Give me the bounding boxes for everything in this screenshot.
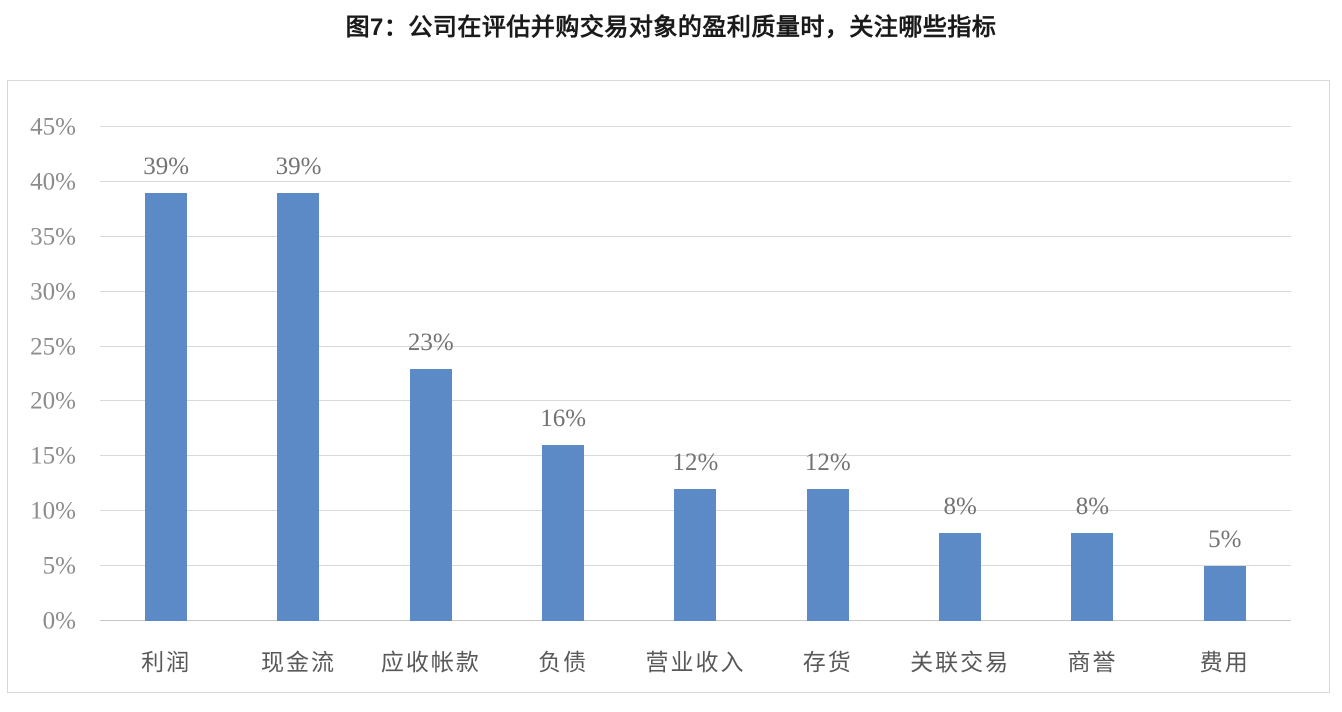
y-tick-label-40: 40%	[30, 168, 76, 196]
bar-value-label-8: 5%	[1208, 526, 1242, 554]
gridline-30	[100, 290, 1291, 292]
y-tick-label-35: 35%	[30, 223, 76, 251]
x-category-label-5: 存货	[802, 649, 853, 675]
gridline-25	[100, 345, 1291, 347]
y-tick-label-0: 0%	[42, 607, 76, 635]
bar-value-label-0: 39%	[143, 152, 190, 180]
bar-slot-5: 12%	[762, 127, 894, 621]
x-axis: 利润 现金流 应收帐款 负债 营业收入 存货 关联交易 商誉 费用	[100, 643, 1291, 677]
gridline-45	[100, 126, 1291, 127]
bar-value-label-2: 23%	[407, 328, 454, 356]
y-tick-label-10: 10%	[30, 497, 76, 525]
y-tick-label-25: 25%	[30, 333, 76, 361]
gridline-35	[100, 235, 1291, 237]
gridline-40	[100, 180, 1291, 182]
bar-2: 23%	[408, 330, 454, 621]
bar-slot-0: 39%	[100, 127, 232, 621]
bar-slot-2: 23%	[365, 127, 497, 621]
x-category-label-3: 负债	[538, 649, 589, 675]
bar-7: 8%	[1071, 494, 1114, 621]
x-category-label-1: 现金流	[260, 649, 336, 675]
chart-title: 图7：公司在评估并购交易对象的盈利质量时，关注哪些指标	[345, 14, 997, 41]
gridline-20	[100, 400, 1291, 402]
bar-value-label-5: 12%	[804, 449, 851, 477]
bar-6: 8%	[939, 494, 982, 621]
bar-slot-7: 8%	[1026, 127, 1158, 621]
chart-area: 0% 5% 10% 15% 20% 25% 30% 35% 40% 45% 39% 39% 23% 16…	[7, 80, 1330, 693]
y-tick-label-20: 20%	[30, 387, 76, 415]
x-category-label-7: 商誉	[1067, 649, 1118, 675]
bar-slot-3: 16%	[497, 127, 629, 621]
gridline-15	[100, 455, 1291, 457]
bar-slot-6: 8%	[894, 127, 1026, 621]
bars-row: 39% 39% 23% 16% 12% 12% 8% 8% 5%	[100, 127, 1291, 621]
bar-value-label-4: 12%	[672, 449, 719, 477]
bar-4: 12%	[673, 450, 718, 621]
y-tick-label-45: 45%	[30, 113, 76, 141]
bar-value-label-3: 16%	[540, 405, 587, 433]
bar-value-label-6: 8%	[943, 493, 977, 521]
y-tick-label-30: 30%	[30, 278, 76, 306]
bar-0: 39%	[143, 154, 189, 621]
x-category-label-2: 应收帐款	[380, 649, 481, 675]
x-category-label-4: 营业收入	[645, 649, 746, 675]
y-tick-label-15: 15%	[30, 442, 76, 470]
x-category-label-6: 关联交易	[910, 649, 1011, 675]
bar-1: 39%	[276, 154, 321, 621]
x-category-label-8: 费用	[1199, 649, 1250, 675]
bar-8: 5%	[1203, 527, 1246, 621]
bar-value-label-7: 8%	[1075, 493, 1110, 521]
plot-area: 0% 5% 10% 15% 20% 25% 30% 35% 40% 45% 39% 39% 23% 16…	[30, 115, 1291, 675]
y-tick-label-5: 5%	[42, 552, 76, 580]
bar-5: 12%	[805, 450, 851, 621]
bar-slot-1: 39%	[232, 127, 364, 621]
x-category-label-0: 利润	[141, 649, 192, 675]
bar-slot-4: 12%	[629, 127, 761, 621]
bar-slot-8: 5%	[1159, 127, 1291, 621]
bar-value-label-1: 39%	[275, 152, 322, 180]
bar-3: 16%	[540, 406, 586, 621]
